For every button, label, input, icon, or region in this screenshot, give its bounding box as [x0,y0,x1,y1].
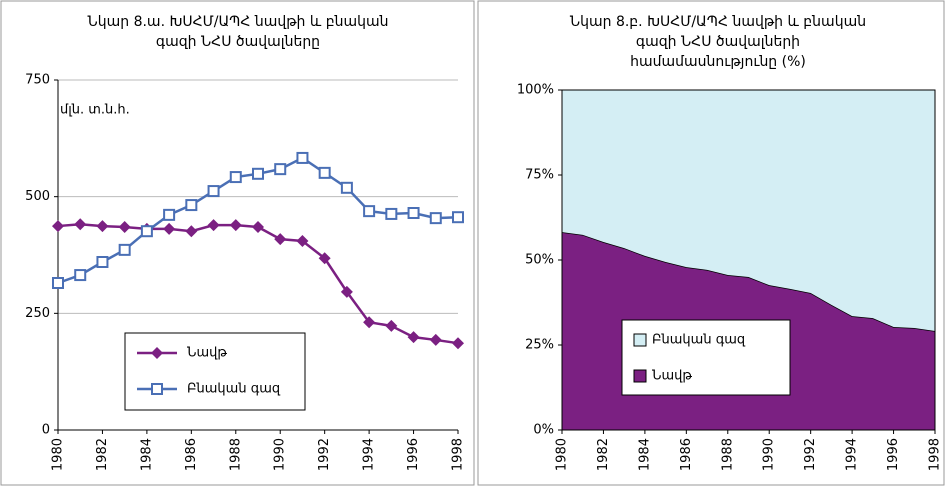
x-tick-label: 1998 [928,438,943,471]
legend-swatch [633,369,647,383]
area [562,90,935,332]
marker [207,185,220,198]
legend-marker [151,383,163,395]
marker [96,256,109,268]
y-tick-label: 750 [25,73,50,88]
marker [452,211,464,224]
marker [140,225,153,238]
marker [274,233,287,246]
unit-label: մլն. տ.ն.հ. [60,103,130,118]
marker [163,222,176,235]
marker [252,221,264,233]
legend-label: Բնական գազ [652,333,746,348]
marker [452,337,464,350]
x-tick-label: 1990 [762,438,777,471]
x-tick-label: 1982 [596,438,611,471]
y-tick-label: 100% [517,83,554,98]
x-tick-label: 1986 [679,438,694,471]
marker [118,221,131,233]
x-tick-label: 1984 [139,438,154,471]
marker [207,219,220,232]
x-tick-label: 1984 [637,438,652,471]
y-tick-label: 75% [525,168,554,183]
marker [229,171,242,184]
marker [340,285,353,298]
marker [74,269,87,282]
chart-title: Նկար 8.բ. ԽՍՀՄ/ԱՊՀ նավթի և բնական [570,14,866,30]
marker [296,151,309,164]
chart-title: համամասնությունը (%) [630,54,806,70]
x-tick-label: 1988 [720,438,735,471]
chart-title: Նկար 8.ա. ԽՍՀՄ/ԱՊՀ նավթի և բնական [88,14,389,30]
x-tick-label: 1996 [886,438,901,471]
y-tick-label: 0 [42,423,50,438]
marker [429,333,442,346]
marker [163,208,176,221]
legend-swatch [633,333,647,347]
legend-label: Նավթ [187,346,227,361]
marker [185,199,198,212]
marker [407,331,420,344]
x-tick-label: 1990 [273,438,288,471]
marker [318,252,331,265]
y-tick-label: 0% [533,423,554,438]
marker [318,166,331,179]
chart-title: գազի ՆՀՍ ծավալները [156,34,320,50]
marker [363,205,376,218]
x-tick-label: 1992 [803,438,818,471]
x-tick-label: 1994 [845,438,860,471]
x-tick-label: 1996 [406,438,421,471]
y-tick-label: 500 [25,189,50,204]
marker [185,225,198,238]
chart-title: գազի ՆՀՍ ծավալների [636,34,800,50]
marker [385,319,398,332]
marker [96,220,109,233]
marker [340,181,353,194]
marker [429,212,442,225]
x-tick-label: 1998 [451,438,466,471]
y-tick-label: 50% [525,253,554,268]
y-tick-label: 250 [25,306,50,321]
x-tick-label: 1992 [317,438,332,471]
legend [124,332,306,411]
left-panel [0,0,475,486]
marker [118,243,131,256]
marker [74,218,87,231]
legend-marker [151,347,163,359]
legend-label: Բնական գազ [187,382,281,397]
marker [385,207,398,220]
x-tick-label: 1982 [95,438,110,471]
marker [52,220,64,233]
legend-label: Նավթ [652,369,692,384]
x-tick-label: 1994 [362,438,377,471]
marker [274,163,287,176]
x-tick-label: 1986 [184,438,199,471]
marker [52,277,64,289]
x-tick-label: 1980 [555,438,570,471]
marker [407,207,420,219]
marker [229,219,242,232]
marker [363,316,376,329]
marker [296,235,309,247]
legend [621,319,791,396]
y-tick-label: 25% [525,338,554,353]
x-tick-label: 1980 [51,438,66,471]
marker [252,167,264,180]
x-tick-label: 1988 [228,438,243,471]
